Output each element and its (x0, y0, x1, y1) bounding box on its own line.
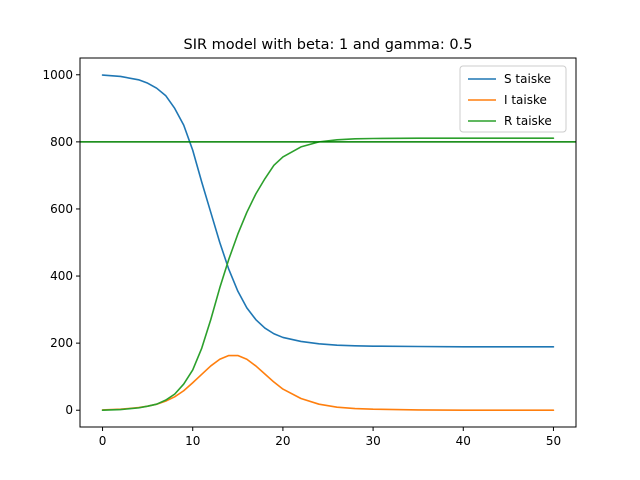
y-tick-label: 600 (50, 202, 73, 216)
x-tick-label: 0 (99, 434, 107, 448)
x-tick-label: 30 (365, 434, 380, 448)
y-tick-label: 0 (65, 403, 73, 417)
plot-frame (79, 57, 577, 428)
x-tick-label: 50 (546, 434, 561, 448)
series-line-r-taiske (101, 137, 555, 412)
x-tick-label: 20 (275, 434, 290, 448)
legend-label: R taiske (504, 114, 552, 128)
x-tick-label: 40 (456, 434, 471, 448)
x-tick-label: 10 (185, 434, 200, 448)
chart-title: SIR model with beta: 1 and gamma: 0.5 (184, 37, 473, 53)
legend-label: S taiske (504, 72, 551, 86)
y-tick-label: 200 (50, 336, 73, 350)
y-tick-label: 400 (50, 269, 73, 283)
legend-box (459, 65, 567, 133)
series-line-s-taiske (101, 74, 555, 348)
y-tick-label: 1000 (42, 68, 73, 82)
y-tick-label: 800 (50, 135, 73, 149)
legend-label: I taiske (504, 93, 547, 107)
